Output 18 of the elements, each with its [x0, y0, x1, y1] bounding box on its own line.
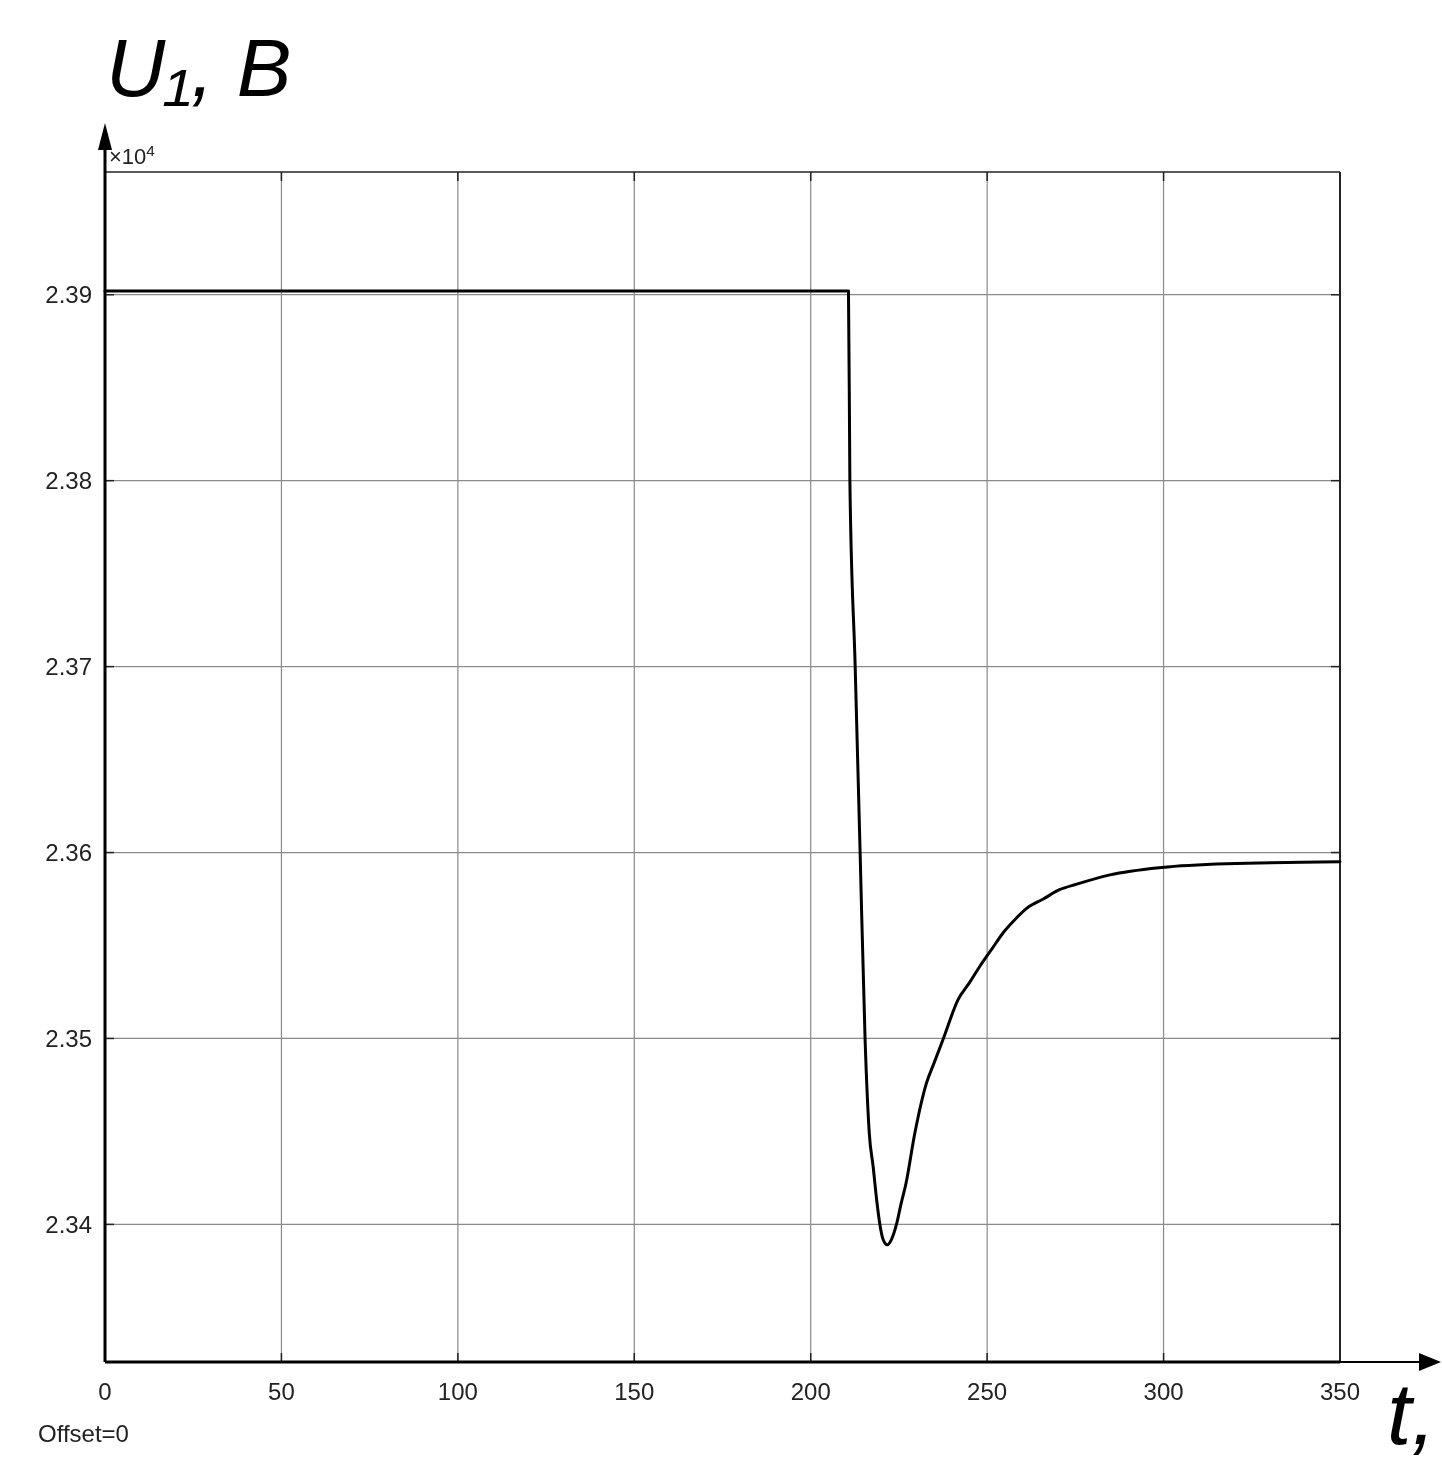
y-tick-label: 2.35 [45, 1024, 92, 1052]
x-tick-label: 100 [437, 1378, 478, 1405]
x-axis-title: t, [1387, 1364, 1436, 1463]
y-tick-label: 2.34 [45, 1210, 92, 1238]
x-tick-label: 0 [98, 1378, 112, 1405]
x-tick-label: 250 [967, 1378, 1008, 1405]
x-tick-label: 150 [614, 1378, 655, 1405]
y-tick-label: 2.38 [45, 467, 92, 495]
y-axis-title: U₁, В [106, 22, 292, 113]
text: Offset=0 [38, 1420, 129, 1447]
x-tick-label: 300 [1143, 1378, 1184, 1405]
y-tick-label: 2.37 [45, 652, 92, 680]
text: ×10$^{4}$ [109, 141, 156, 169]
x-tick-label: 350 [1319, 1378, 1361, 1405]
y-tick-label: 2.39 [45, 281, 92, 309]
x-tick-label: 50 [268, 1378, 295, 1405]
x-tick-label: 200 [790, 1378, 831, 1405]
y-tick-label: 2.36 [45, 838, 92, 866]
